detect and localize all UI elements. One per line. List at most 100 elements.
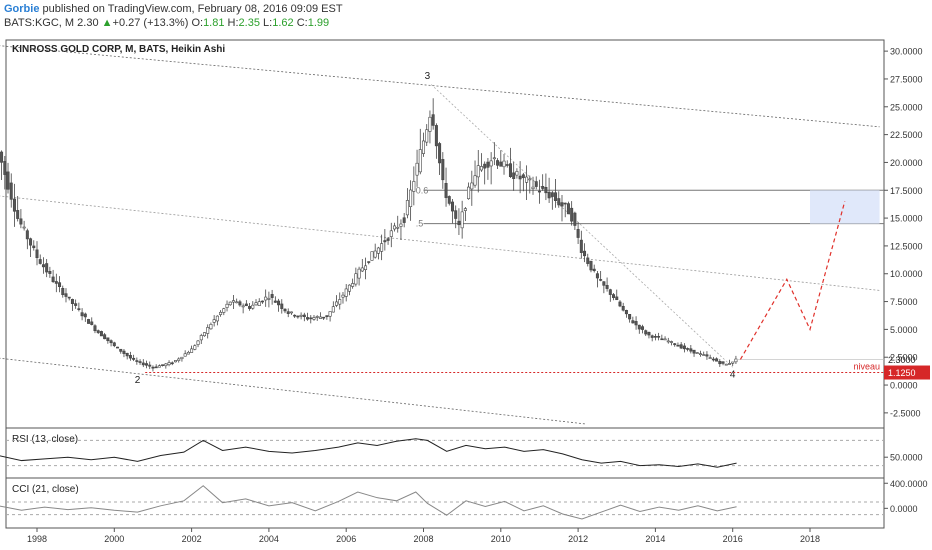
candle-body	[476, 165, 480, 178]
candle-body	[32, 245, 36, 249]
candle-body	[653, 336, 657, 338]
candle-body	[708, 357, 712, 359]
price-tick-label: 30.0000	[890, 47, 923, 57]
price-tick-label: 17.5000	[890, 186, 923, 196]
rsi-panel: 50.0000	[0, 438, 923, 468]
candle-body	[711, 358, 715, 361]
price-tick-label: 22.5000	[890, 130, 923, 140]
rsi-line	[0, 438, 737, 468]
candle-body	[186, 351, 190, 355]
candle-body	[132, 357, 136, 360]
candle-body	[238, 301, 242, 306]
candle-body	[29, 238, 33, 246]
up-arrow-icon: ▲	[101, 17, 113, 29]
candle-body	[225, 303, 229, 308]
candle-body	[376, 247, 380, 254]
candle-body	[624, 310, 628, 315]
candle-body	[70, 299, 74, 304]
candle-body	[99, 331, 103, 337]
high-label: H:	[227, 17, 239, 29]
time-tick-label: 1998	[27, 534, 47, 544]
candle-body	[676, 344, 680, 347]
candle-body	[434, 125, 438, 147]
candle-body	[702, 354, 706, 356]
time-tick-label: 2014	[645, 534, 665, 544]
candle-body	[550, 192, 554, 197]
candle-body	[277, 300, 281, 306]
candle-body	[264, 296, 268, 301]
candle-body	[454, 210, 458, 219]
candle-body	[235, 301, 239, 304]
candle-body	[380, 243, 384, 252]
candle-body	[670, 341, 674, 343]
candle-body	[12, 198, 16, 212]
channel-upper-line	[0, 45, 880, 128]
candle-body	[80, 312, 84, 317]
candle-body	[112, 342, 116, 347]
candle-body	[715, 358, 719, 362]
candle-body	[599, 279, 603, 281]
candle-body	[128, 355, 132, 359]
candle-body	[344, 288, 348, 297]
candle-body	[74, 303, 78, 306]
author-name[interactable]: Gorbie	[4, 3, 40, 15]
candle-body	[183, 353, 187, 357]
candle-body	[399, 223, 403, 227]
wave-count-label: 3	[425, 71, 431, 82]
cci-panel: 400.0000 0.0000	[0, 479, 928, 520]
low-value: 1.62	[272, 17, 294, 29]
candle-body	[644, 330, 648, 335]
candle-body	[528, 178, 532, 181]
cci-line	[0, 485, 737, 520]
candle-body	[544, 187, 548, 194]
candle-body	[254, 302, 258, 306]
quote-line: BATS:KGC, M 2.30 ▲+0.27 (+13.3%) O:1.81 …	[4, 16, 329, 30]
candle-body	[727, 363, 731, 365]
candle-body	[689, 348, 693, 352]
time-tick-label: 2012	[568, 534, 588, 544]
close-label: C:	[296, 17, 308, 29]
candle-body	[673, 343, 677, 346]
candle-body	[41, 264, 45, 268]
candle-body	[682, 345, 686, 350]
quote-change: +0.27 (+13.3%)	[112, 17, 189, 29]
candle-body	[373, 250, 377, 258]
candle-body	[48, 271, 52, 274]
time-tick-label: 2006	[336, 534, 356, 544]
candle-body	[705, 354, 709, 357]
candle-body	[521, 174, 525, 179]
candle-body	[393, 225, 397, 230]
candle-body	[335, 301, 339, 306]
candle-body	[209, 324, 213, 330]
time-tick-label: 2008	[413, 534, 433, 544]
cci-tick-label: 0.0000	[890, 504, 918, 514]
candle-body	[296, 315, 300, 318]
candle-body	[438, 143, 442, 164]
price-tick-label: 7.5000	[890, 297, 918, 307]
candle-body	[686, 348, 690, 350]
candle-body	[412, 181, 416, 192]
wave-count-label: 4	[730, 369, 736, 380]
candle-body	[698, 353, 702, 355]
candle-body	[641, 326, 645, 330]
candle-body	[428, 116, 432, 132]
candle-body	[370, 251, 374, 261]
candle-body	[660, 338, 664, 341]
candle-body	[618, 301, 622, 307]
wave-connector-line	[430, 84, 733, 368]
candle-body	[586, 257, 590, 264]
candle-body	[228, 301, 232, 306]
candle-body	[273, 300, 277, 303]
candle-body	[19, 218, 23, 225]
candle-body	[731, 361, 735, 364]
candle-body	[592, 268, 596, 272]
time-tick-label: 2000	[104, 534, 124, 544]
candle-body	[173, 360, 177, 363]
candle-body	[692, 349, 696, 354]
candle-body	[103, 334, 107, 340]
candle-body	[122, 350, 126, 354]
candle-body	[634, 321, 638, 326]
quote-last: 2.30	[77, 17, 99, 29]
candle-body	[119, 348, 123, 352]
